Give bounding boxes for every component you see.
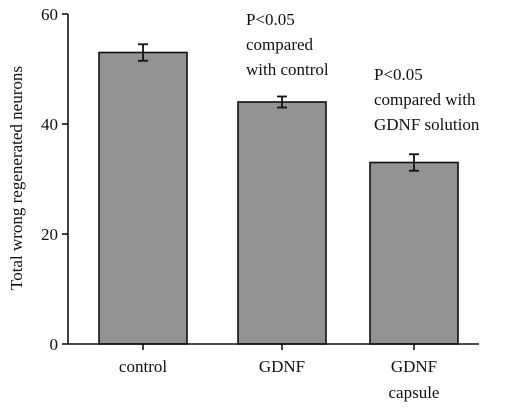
annotation-text: GDNF solution bbox=[374, 115, 480, 134]
annotation-text: compared with bbox=[374, 90, 476, 109]
x-tick-label: GDNF bbox=[259, 357, 305, 376]
plot-area: 0 20 40 60 control GDNF GDNF capsule P<0.05 compa… bbox=[41, 5, 480, 402]
annotation-text: compared bbox=[246, 35, 314, 54]
x-tick-label: control bbox=[119, 357, 167, 376]
x-tick-label: capsule bbox=[389, 383, 440, 402]
y-tick-label: 20 bbox=[41, 225, 58, 244]
bar bbox=[369, 161, 459, 345]
bar bbox=[98, 51, 188, 345]
bar bbox=[237, 101, 327, 345]
annotation-text: P<0.05 bbox=[374, 65, 423, 84]
annotation-text: P<0.05 bbox=[246, 10, 295, 29]
x-tick-label: GDNF bbox=[391, 357, 437, 376]
annotation-text: with control bbox=[246, 60, 329, 79]
y-tick-label: 0 bbox=[50, 335, 59, 354]
y-tick-label: 60 bbox=[41, 5, 58, 24]
y-tick-label: 40 bbox=[41, 115, 58, 134]
y-axis-title: Total wrong regenerated neurons bbox=[7, 66, 26, 290]
